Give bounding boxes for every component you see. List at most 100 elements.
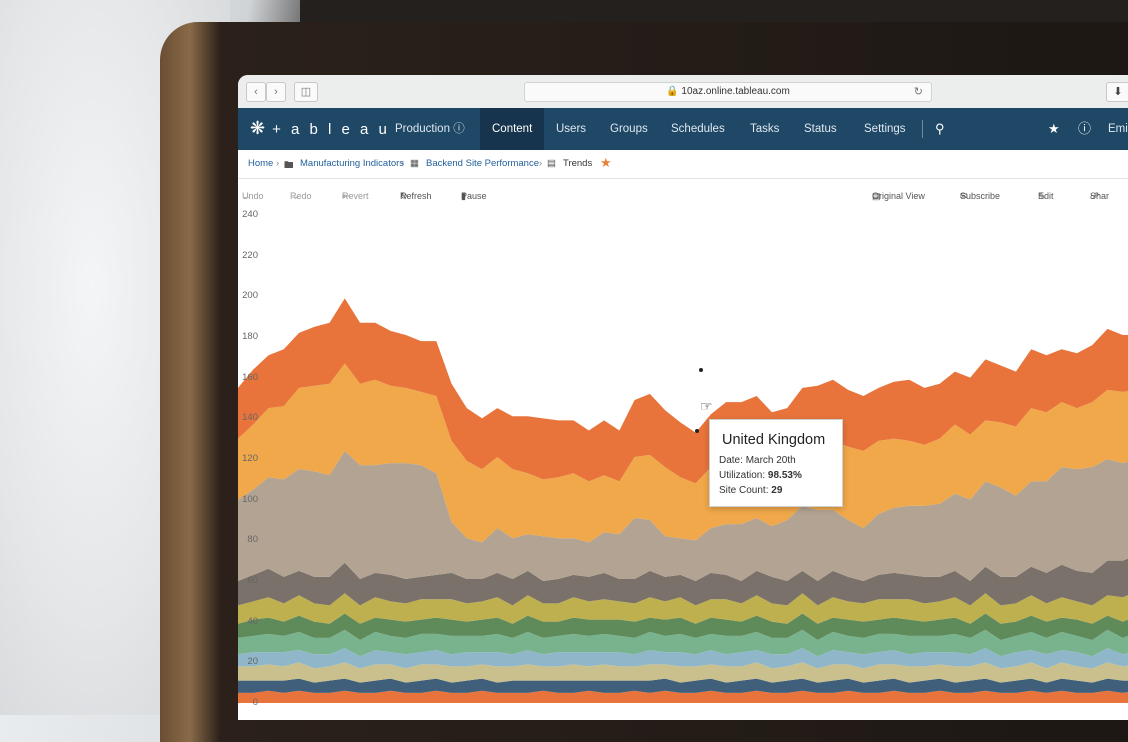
breadcrumb-view: Trends bbox=[563, 158, 593, 169]
y-tick-label: 40 bbox=[247, 615, 258, 627]
url-text: 10az.online.tableau.com bbox=[681, 86, 790, 97]
tableau-nav-bar: ❋ + a b l e a u Production ⓘ Content User… bbox=[238, 108, 1128, 150]
tooltip-count-value: 29 bbox=[771, 485, 783, 496]
tooltip-date: Date: March 20th bbox=[719, 455, 796, 466]
tooltip-date-label: Date: bbox=[719, 455, 743, 466]
share-icon: ☍ bbox=[1090, 191, 1100, 201]
tooltip-date-value: March 20th bbox=[745, 455, 796, 466]
sidebar-toggle-button[interactable]: ◫ bbox=[294, 82, 318, 102]
y-tick-label: 220 bbox=[242, 249, 258, 261]
nav-label-schedules: Schedules bbox=[671, 123, 725, 135]
original-view-label: Original View bbox=[872, 191, 925, 201]
nav-item-status[interactable]: Status bbox=[804, 108, 837, 150]
nav-item-tasks[interactable]: Tasks bbox=[750, 108, 779, 150]
nav-label-settings: Settings bbox=[864, 123, 906, 135]
breadcrumb-home[interactable]: Home bbox=[248, 158, 274, 169]
refresh-icon: ↻ bbox=[400, 191, 408, 201]
y-tick-label: 100 bbox=[242, 493, 258, 505]
lock-icon: 🔒 bbox=[666, 86, 679, 97]
hover-point-marker bbox=[695, 429, 699, 433]
subscribe-icon: ✉ bbox=[960, 191, 968, 201]
download-button[interactable]: ⬇ bbox=[1106, 82, 1128, 102]
nav-item-content[interactable]: Content bbox=[480, 108, 545, 150]
y-tick-label: 240 bbox=[242, 209, 258, 220]
laptop-screen: ‹ › ◫ 🔒 10az.online.tableau.com ↻ ⬇ ❋ + a… bbox=[238, 75, 1128, 720]
nav-item-users[interactable]: Users bbox=[556, 108, 586, 150]
tableau-cross-icon: ❋ bbox=[250, 118, 269, 138]
tooltip-title: United Kingdom bbox=[722, 432, 826, 448]
breadcrumb-project[interactable]: Manufacturing Indicators bbox=[300, 158, 405, 169]
site-label: Production bbox=[395, 123, 450, 135]
stacked-area-chart[interactable] bbox=[238, 203, 1128, 720]
area-series-6[interactable] bbox=[238, 591, 1128, 624]
y-tick-label: 200 bbox=[242, 290, 258, 302]
search-icon[interactable]: ⚲ bbox=[935, 121, 945, 136]
nav-label-status: Status bbox=[804, 123, 837, 135]
y-tick-label: 0 bbox=[252, 697, 258, 708]
area-series-8[interactable] bbox=[238, 450, 1128, 581]
nav-label-content: Content bbox=[492, 123, 533, 135]
tooltip-utilization: Utilization: 98.53% bbox=[719, 470, 802, 481]
breadcrumb-workbook[interactable]: Backend Site Performance bbox=[426, 158, 540, 169]
nav-item-schedules[interactable]: Schedules bbox=[671, 108, 725, 150]
y-tick-label: 60 bbox=[247, 575, 258, 586]
tooltip-util-label: Utilization: bbox=[719, 470, 766, 481]
area-series-3[interactable] bbox=[238, 648, 1128, 669]
breadcrumb: Home › 🖿 Manufacturing Indicators › ▦ Ba… bbox=[238, 150, 1128, 179]
edit-pencil-icon: ✎ bbox=[1038, 191, 1046, 201]
reload-icon[interactable]: ↻ bbox=[913, 86, 923, 98]
chevron-left-icon: ‹ bbox=[254, 86, 258, 98]
logo-text: + a b l e a u bbox=[272, 121, 390, 138]
breadcrumb-separator: › bbox=[401, 158, 405, 169]
area-series-0[interactable] bbox=[238, 690, 1128, 703]
breadcrumb-separator: › bbox=[276, 158, 280, 169]
breadcrumb-separator: › bbox=[539, 158, 543, 169]
hover-point-marker bbox=[699, 368, 703, 372]
address-bar[interactable]: 🔒 10az.online.tableau.com ↻ bbox=[524, 82, 932, 102]
user-menu[interactable]: Emi bbox=[1108, 108, 1128, 150]
view-toolbar: ← Undo → Redo ⇤ Revert ↻ Refresh ▮ Pause… bbox=[238, 179, 1128, 203]
tooltip-util-value: 98.53% bbox=[767, 470, 802, 481]
tableau-logo[interactable]: ❋ + a b l e a u bbox=[250, 118, 390, 139]
area-series-9[interactable] bbox=[238, 363, 1128, 543]
chevron-down-circle-icon: ⓘ bbox=[453, 123, 465, 135]
area-series-1[interactable] bbox=[238, 678, 1128, 693]
y-tick-label: 140 bbox=[242, 412, 258, 424]
original-view-icon: ▤ bbox=[872, 191, 881, 201]
area-series-5[interactable] bbox=[238, 613, 1128, 640]
nav-item-settings[interactable]: Settings bbox=[864, 108, 906, 150]
tooltip-site-count: Site Count: 29 bbox=[719, 485, 782, 496]
nav-label-groups: Groups bbox=[610, 123, 648, 135]
y-tick-label: 160 bbox=[242, 371, 258, 383]
chevron-right-icon: › bbox=[274, 86, 278, 98]
favorite-star-icon[interactable]: ★ bbox=[600, 155, 612, 170]
refresh-label: Refresh bbox=[400, 191, 432, 201]
folder-icon: 🖿 bbox=[284, 160, 294, 171]
area-series-4[interactable] bbox=[238, 629, 1128, 657]
sidebar-icon: ◫ bbox=[300, 86, 312, 98]
area-series-10[interactable] bbox=[238, 298, 1128, 484]
revert-icon: ⇤ bbox=[342, 191, 350, 201]
forward-button[interactable]: › bbox=[266, 82, 286, 102]
area-series-7[interactable] bbox=[238, 555, 1128, 606]
revert-label: Revert bbox=[342, 191, 369, 201]
workbook-icon: ▦ bbox=[410, 158, 419, 169]
view-chart-icon: ▤ bbox=[547, 158, 556, 169]
y-axis: 0 20 40 60 80 100 120 140 160 180 200 220 240 bbox=[238, 203, 264, 720]
chart-tooltip: United Kingdom Date: March 20th Utilizat… bbox=[709, 419, 843, 507]
favorites-star-icon[interactable]: ★ bbox=[1048, 121, 1060, 136]
y-tick-label: 120 bbox=[242, 453, 258, 464]
tooltip-count-label: Site Count: bbox=[719, 485, 769, 496]
area-series-2[interactable] bbox=[238, 662, 1128, 683]
pause-icon: ▮ bbox=[461, 191, 466, 201]
nav-label-users: Users bbox=[556, 123, 587, 135]
info-icon[interactable]: ⓘ bbox=[1078, 121, 1092, 136]
y-tick-label: 80 bbox=[247, 534, 258, 546]
share-label: Shar bbox=[1090, 191, 1110, 201]
back-button[interactable]: ‹ bbox=[246, 82, 266, 102]
undo-icon: ← bbox=[242, 191, 251, 201]
nav-item-groups[interactable]: Groups bbox=[610, 108, 648, 150]
pause-label: Pause bbox=[461, 191, 487, 201]
edit-label: Edit bbox=[1038, 191, 1054, 201]
site-selector[interactable]: Production ⓘ bbox=[395, 108, 465, 150]
